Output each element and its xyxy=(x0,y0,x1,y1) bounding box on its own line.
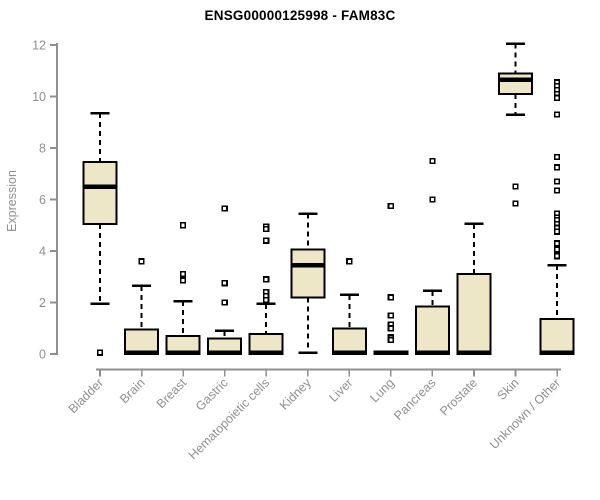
outlier-point xyxy=(180,271,187,278)
outlier-point xyxy=(221,299,228,306)
x-tick-label: Kidney xyxy=(277,375,314,412)
box-Pancreas xyxy=(414,305,450,355)
outlier-point xyxy=(553,240,561,247)
outlier-point xyxy=(553,178,561,185)
box-Kidney xyxy=(290,248,326,299)
y-axis-label: Expression xyxy=(5,170,19,232)
outlier-point xyxy=(138,258,145,265)
outlier-point xyxy=(387,202,394,210)
outlier-point xyxy=(387,336,394,343)
box-Prostate xyxy=(456,273,492,355)
box-Bladder xyxy=(82,161,118,225)
outlier-point xyxy=(553,164,561,171)
outlier-point xyxy=(180,222,187,229)
x-tick-label: Breast xyxy=(154,375,190,411)
outlier-point xyxy=(553,94,561,101)
outlier-point xyxy=(263,296,270,304)
y-tick-label: 4 xyxy=(39,245,46,259)
outlier-point xyxy=(387,312,394,319)
box-Skin xyxy=(498,72,533,95)
x-tick-label: Skin xyxy=(495,376,522,403)
y-tick-label: 6 xyxy=(39,193,46,207)
box-Brain xyxy=(124,328,160,356)
y-tick-label: 0 xyxy=(39,348,46,362)
y-tick-label: 12 xyxy=(32,39,46,53)
outlier-point xyxy=(553,153,561,161)
outlier-point xyxy=(221,205,228,212)
x-tick-label: Hematopoietic cells xyxy=(186,376,273,463)
outlier-point xyxy=(429,157,436,164)
outlier-point xyxy=(346,258,353,265)
y-tick-label: 8 xyxy=(39,142,46,156)
outlier-point xyxy=(553,228,561,235)
outlier-point xyxy=(263,237,270,244)
outlier-point xyxy=(512,200,519,207)
x-tick-label: Gastric xyxy=(193,376,231,414)
outlier-point xyxy=(429,196,436,203)
outlier-point xyxy=(263,226,270,233)
y-tick-label: 2 xyxy=(39,296,46,310)
outlier-point xyxy=(387,294,394,301)
x-tick-label: Prostate xyxy=(437,376,480,419)
x-tick-label: Bladder xyxy=(66,376,106,416)
outlier-point xyxy=(553,187,561,194)
outlier-point xyxy=(553,253,561,260)
outlier-point xyxy=(221,280,228,287)
outlier-point xyxy=(387,325,394,332)
outlier-point xyxy=(553,111,561,118)
x-tick-label: Pancreas xyxy=(391,376,438,423)
outlier-point xyxy=(512,183,519,190)
outlier-point xyxy=(263,276,270,283)
x-tick-label: Liver xyxy=(326,376,355,405)
box-Liver xyxy=(331,327,367,355)
outlier-point xyxy=(553,246,561,253)
y-tick-label: 10 xyxy=(32,90,46,104)
outlier-point xyxy=(96,349,104,356)
box-Unknown / Other xyxy=(539,318,575,355)
chart-title: ENSG00000125998 - FAM83C xyxy=(204,8,396,23)
x-tick-label: Unknown / Other xyxy=(487,376,563,452)
outlier-point xyxy=(180,277,187,284)
x-tick-label: Brain xyxy=(117,376,148,407)
x-tick-label: Lung xyxy=(367,376,397,406)
